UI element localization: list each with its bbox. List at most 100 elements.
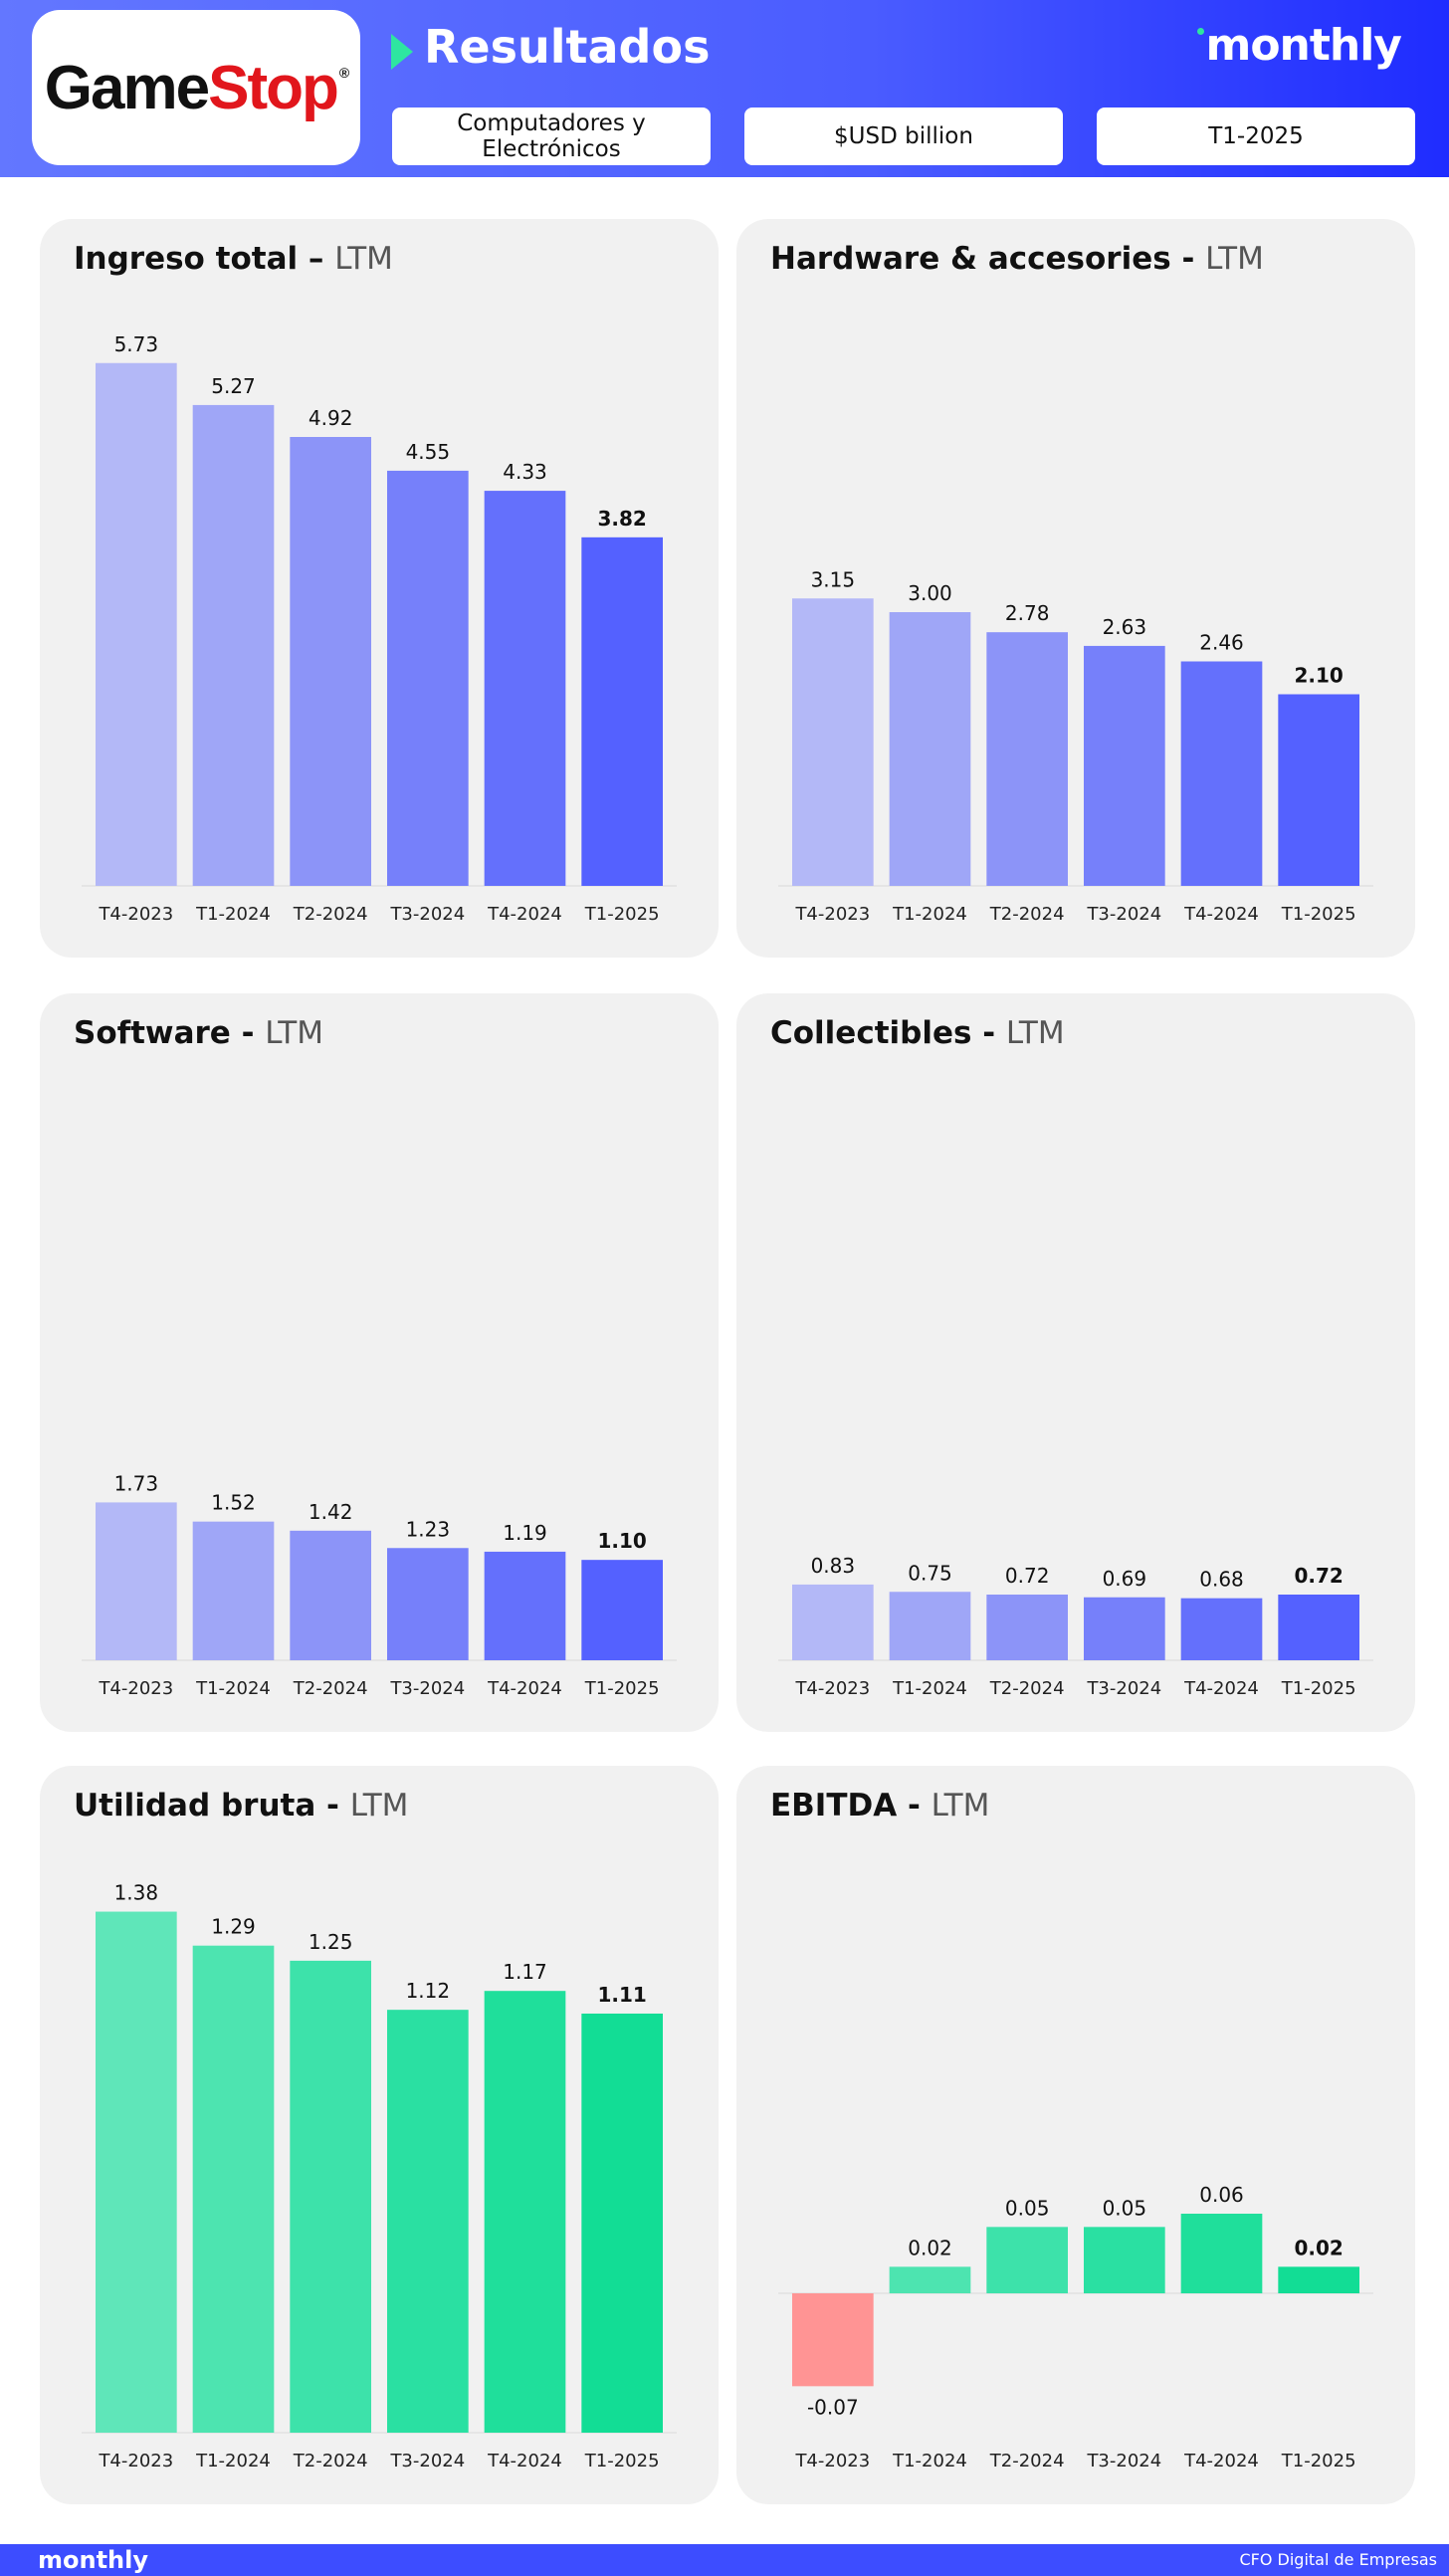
- category-label: T1-2025: [1281, 2451, 1356, 2471]
- data-label: 0.72: [1294, 1564, 1343, 1588]
- data-label: 1.11: [597, 1983, 646, 2007]
- category-label: T4-2024: [1183, 904, 1259, 925]
- category-label: T4-2024: [487, 904, 562, 925]
- unit-pill: $USD billion: [744, 107, 1063, 165]
- bar: [1180, 1598, 1263, 1660]
- data-label: -0.07: [807, 2395, 859, 2419]
- category-label: T1-2024: [892, 2451, 967, 2471]
- category-label: T4-2024: [487, 2451, 562, 2471]
- bar: [1278, 2266, 1359, 2293]
- category-label: T1-2025: [584, 2451, 660, 2471]
- bar: [1278, 1595, 1359, 1660]
- bar: [96, 1911, 177, 2433]
- logo-game: Game: [44, 53, 210, 122]
- bar: [1278, 694, 1359, 886]
- card-title: Collectibles - LTM: [770, 1015, 1065, 1051]
- data-label: 3.00: [908, 581, 952, 605]
- card-utilidad-bruta: Utilidad bruta - LTM 1.38 T4-2023 1.29 T1-2…: [40, 1766, 719, 2504]
- category-label: T1-2025: [1281, 904, 1356, 925]
- page-title: Resultados: [424, 20, 711, 74]
- chart-subtitle: LTM: [1005, 1015, 1065, 1051]
- category-label: T2-2024: [293, 2451, 368, 2471]
- period-pill: T1-2025: [1097, 107, 1415, 165]
- data-label: 1.12: [406, 1979, 451, 2003]
- logo-reg: ®: [338, 64, 349, 81]
- brand-logo: monthly: [1197, 20, 1402, 71]
- bar: [387, 1548, 469, 1660]
- category-label: T1-2024: [195, 1678, 271, 1699]
- bar: [581, 1560, 663, 1660]
- data-label: 1.73: [114, 1471, 159, 1495]
- card-title: Ingreso total – LTM: [74, 241, 393, 277]
- chart-subtitle: LTM: [349, 1788, 409, 1824]
- data-label: 2.46: [1199, 631, 1244, 655]
- brand-text: monthly: [1205, 20, 1402, 71]
- bar: [1084, 645, 1165, 886]
- data-label: 0.69: [1103, 1567, 1147, 1591]
- category-label: T2-2024: [293, 1678, 368, 1699]
- category-label: T4-2023: [98, 1678, 173, 1699]
- category-label: T4-2023: [794, 1678, 870, 1699]
- bar: [1180, 2214, 1263, 2293]
- category-label: T3-2024: [1086, 904, 1161, 925]
- data-label: 5.27: [211, 374, 256, 398]
- category-label: T1-2024: [195, 2451, 271, 2471]
- chart-ingreso-total: 5.73 T4-2023 5.27 T1-2024 4.92 T2-2024 4.55 T3-…: [82, 332, 677, 925]
- header: Game Stop ® Resultados monthly Computadore…: [0, 0, 1449, 177]
- category-label: T1-2025: [1281, 1678, 1356, 1699]
- data-label: 1.42: [309, 1500, 353, 1524]
- data-label: 0.02: [1294, 2236, 1343, 2259]
- bar: [96, 362, 177, 886]
- bar: [96, 1502, 177, 1660]
- footer: monthly CFO Digital de Empresas: [0, 2544, 1449, 2576]
- data-label: 2.10: [1294, 664, 1343, 688]
- card-title: EBITDA - LTM: [770, 1788, 989, 1824]
- bar: [192, 1945, 275, 2433]
- category-label: T1-2024: [892, 904, 967, 925]
- category-label: T2-2024: [989, 904, 1065, 925]
- card-ingreso-total: Ingreso total – LTM 5.73 T4-2023 5.27 T1-20…: [40, 219, 719, 958]
- bar: [986, 632, 1068, 886]
- data-label: 5.73: [114, 332, 159, 356]
- bar: [290, 437, 371, 886]
- category-label: T2-2024: [989, 2451, 1065, 2471]
- chart-utilidad-bruta: 1.38 T4-2023 1.29 T1-2024 1.25 T2-2024 1.12 T3-…: [82, 1881, 677, 2471]
- category-label: T3-2024: [1086, 1678, 1161, 1699]
- bar: [986, 2227, 1068, 2293]
- data-label: 1.29: [211, 1915, 256, 1939]
- data-label: 0.72: [1005, 1564, 1050, 1588]
- data-label: 1.38: [114, 1881, 159, 1905]
- bar: [792, 598, 874, 886]
- category-label: T1-2025: [584, 904, 660, 925]
- card-title: Software - LTM: [74, 1015, 323, 1051]
- chart-software: 1.73 T4-2023 1.52 T1-2024 1.42 T2-2024 1.23 T3-…: [82, 1471, 677, 1699]
- bar: [290, 1960, 371, 2433]
- bar: [192, 404, 275, 886]
- footer-note: CFO Digital de Empresas: [1239, 2550, 1437, 2569]
- bar: [889, 1592, 971, 1660]
- data-label: 3.15: [811, 567, 856, 591]
- chart-subtitle: LTM: [931, 1788, 990, 1824]
- gamestop-logo: Game Stop ®: [32, 10, 360, 165]
- category-label: T4-2024: [1183, 1678, 1259, 1699]
- chart-hardware: 3.15 T4-2023 3.00 T1-2024 2.78 T2-2024 2.63 T3-…: [778, 567, 1373, 925]
- category-pill: Computadores y Electrónicos: [392, 107, 711, 165]
- data-label: 0.68: [1199, 1568, 1244, 1592]
- category-label: T2-2024: [989, 1678, 1065, 1699]
- card-collectibles: Collectibles - LTM 0.83 T4-2023 0.75 T1-202…: [736, 993, 1415, 1732]
- data-label: 0.05: [1103, 2196, 1147, 2220]
- category-label: T3-2024: [389, 1678, 465, 1699]
- chart-title: Software -: [74, 1015, 266, 1051]
- chart-title: EBITDA -: [770, 1788, 932, 1824]
- chart-title: Collectibles -: [770, 1015, 1006, 1051]
- bar: [792, 1584, 874, 1660]
- data-label: 1.10: [597, 1529, 646, 1553]
- category-label: T4-2023: [98, 904, 173, 925]
- chart-subtitle: LTM: [1205, 241, 1264, 277]
- chart-subtitle: LTM: [265, 1015, 323, 1051]
- chart-subtitle: LTM: [334, 241, 393, 277]
- category-label: T2-2024: [293, 904, 368, 925]
- category-label: T4-2023: [98, 2451, 173, 2471]
- bar: [889, 2266, 971, 2293]
- bar: [484, 1551, 566, 1660]
